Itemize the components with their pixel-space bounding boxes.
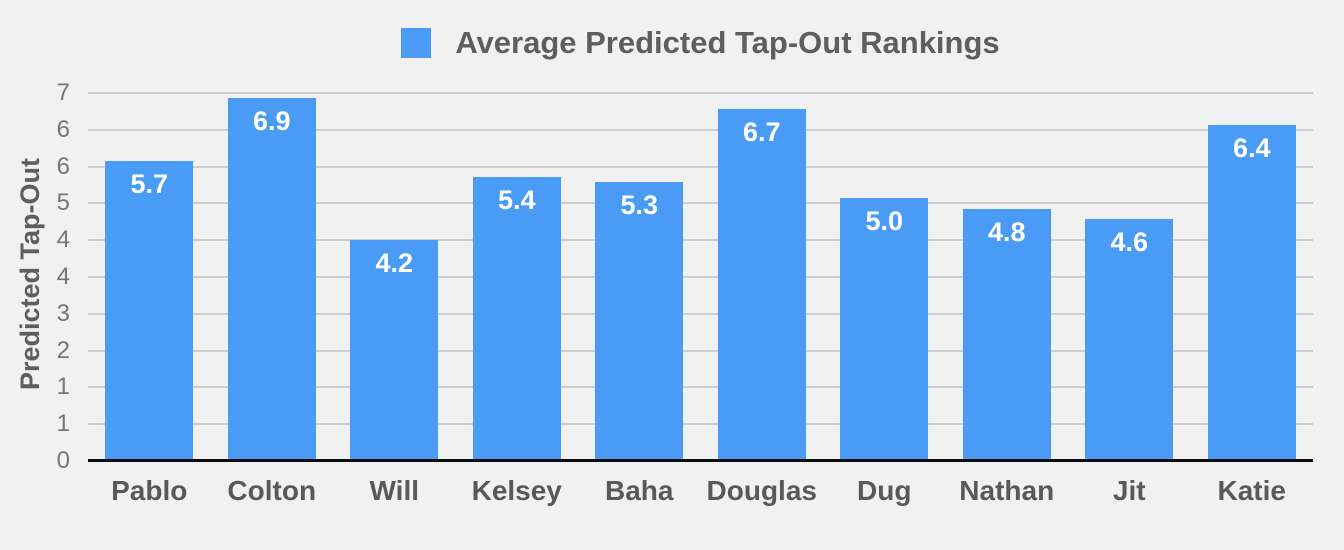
bar-value-label: 4.2 [375, 248, 414, 279]
bar-katie: 6.4 [1207, 124, 1296, 461]
legend: Average Predicted Tap-Out Rankings [88, 24, 1313, 62]
bar-value-label: 6.9 [252, 106, 291, 137]
x-category-label-katie: Katie [1217, 475, 1286, 506]
gridline [88, 312, 1313, 315]
bar-baha: 5.3 [595, 182, 684, 461]
gridline [88, 165, 1313, 168]
bar-value-label: 6.4 [1232, 132, 1271, 163]
bar-value-label: 5.4 [497, 185, 536, 216]
bar-dug: 5.0 [840, 198, 929, 461]
bar-value-label: 4.8 [987, 216, 1026, 247]
x-category-label-baha: Baha [605, 475, 674, 506]
legend-swatch [401, 28, 432, 58]
y-tick-label: 6 [56, 152, 70, 180]
gridline [88, 128, 1313, 131]
y-tick-label: 7 [56, 79, 70, 106]
plot-area: 5.7 6.9 4.2 5.4 5.3 6.7 5.0 4.8 4.6 6.4 [88, 92, 1313, 462]
x-category-label-nathan: Nathan [959, 475, 1055, 506]
gridline [88, 239, 1313, 242]
y-tick-label: 1 [56, 373, 70, 401]
bar-value-label: 5.0 [865, 206, 904, 237]
gridline [88, 276, 1313, 278]
gridline [88, 423, 1313, 426]
x-category-label-colton: Colton [227, 475, 317, 506]
gridline [88, 92, 1313, 94]
bar-value-label: 4.6 [1110, 227, 1149, 258]
x-axis-baseline [88, 459, 1313, 462]
x-category-label-will: Will [369, 475, 420, 506]
gridline [88, 386, 1313, 389]
bar-value-label: 6.7 [742, 116, 781, 147]
gridline [88, 202, 1313, 205]
chart-title: Average Predicted Tap-Out Rankings [455, 25, 1000, 60]
bar-jit: 4.6 [1085, 219, 1174, 461]
bar-pablo: 5.7 [105, 161, 194, 461]
bar-will: 4.2 [350, 240, 439, 461]
x-category-label-kelsey: Kelsey [471, 475, 562, 506]
x-category-label-dug: Dug [857, 475, 912, 506]
bar-douglas: 6.7 [717, 108, 806, 461]
gridline [88, 349, 1313, 352]
bar-colton: 6.9 [227, 98, 316, 461]
bar-nathan: 4.8 [962, 208, 1051, 461]
x-category-label-pablo: Pablo [111, 475, 188, 506]
x-category-label-jit: Jit [1112, 475, 1146, 506]
x-category-label-douglas: Douglas [706, 475, 817, 506]
bar-value-label: 5.3 [620, 190, 659, 221]
y-tick-label: 3 [56, 299, 70, 327]
y-tick-label: 0 [56, 447, 70, 474]
bar-kelsey: 5.4 [472, 177, 561, 461]
y-tick-label: 5 [56, 189, 70, 217]
y-tick-label: 4 [56, 226, 70, 254]
y-tick-label: 6 [56, 115, 70, 143]
y-tick-label: 4 [56, 263, 70, 290]
y-tick-label: 2 [56, 336, 70, 364]
y-tick-label: 1 [56, 410, 70, 438]
bar-value-label: 5.7 [130, 169, 169, 200]
